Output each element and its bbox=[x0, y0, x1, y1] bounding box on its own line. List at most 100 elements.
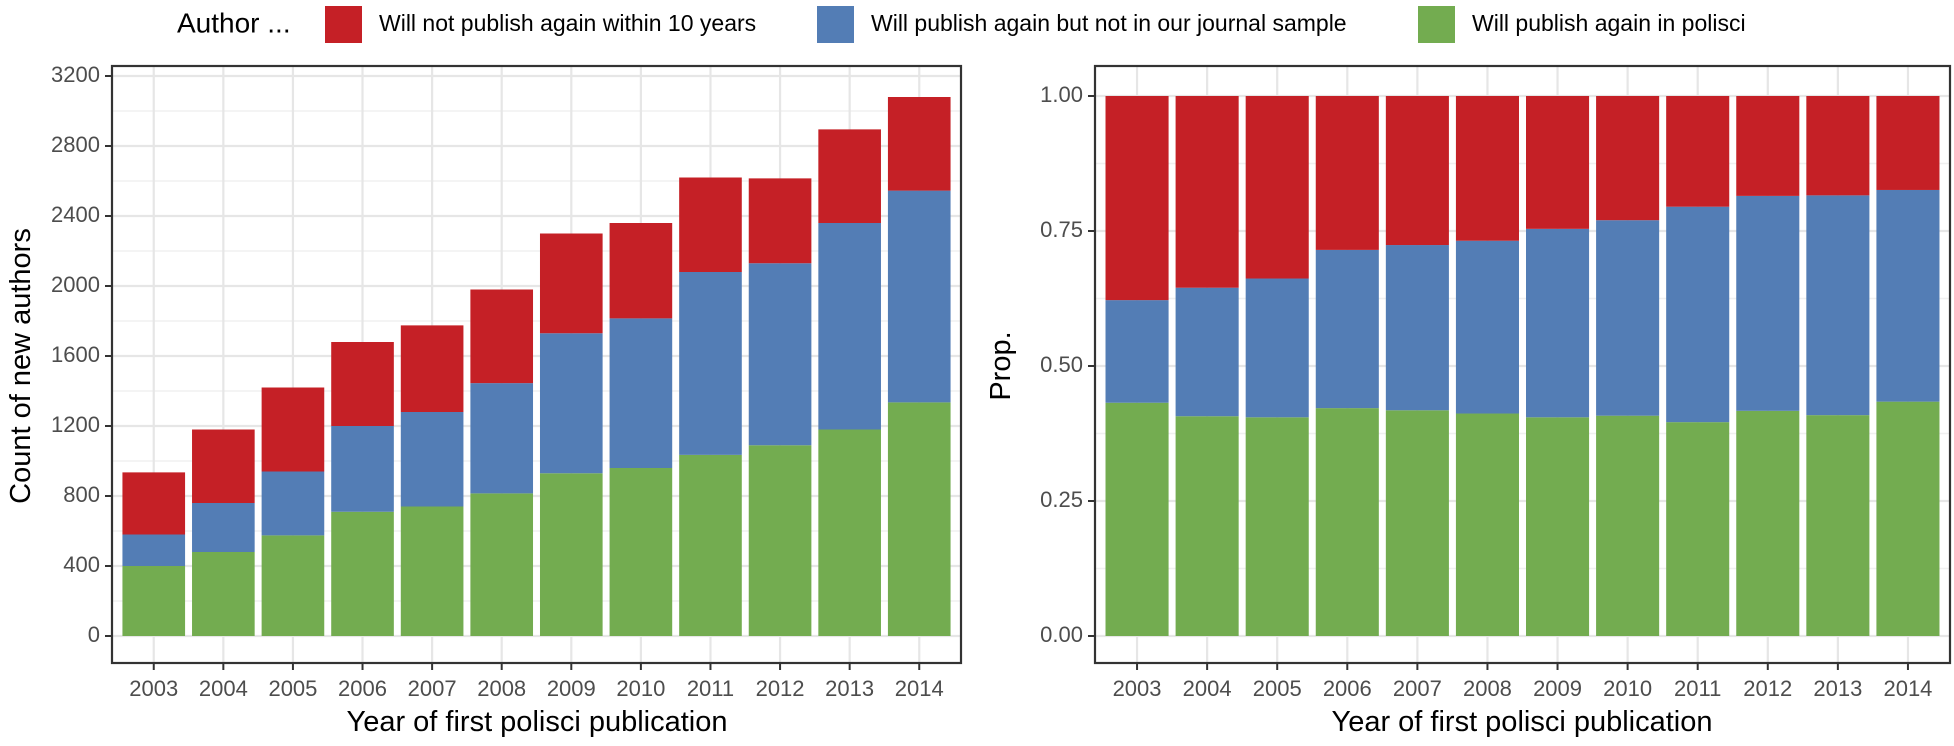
bar-segment-2013-series-0 bbox=[1806, 415, 1870, 636]
y-tick-label: 2000 bbox=[51, 272, 100, 297]
y-axis-title: Prop. bbox=[985, 331, 1017, 400]
bar-segment-2009-series-1 bbox=[539, 333, 603, 474]
bar-segment-2014-series-1 bbox=[887, 190, 951, 403]
legend-title: Author ... bbox=[177, 7, 291, 38]
bar-segment-2006-series-1 bbox=[1315, 249, 1379, 409]
legend-label-publish-polisci: Will publish again in polisci bbox=[1472, 10, 1746, 36]
legend-label-not-publish: Will not publish again within 10 years bbox=[379, 10, 756, 36]
bar-segment-2011-series-1 bbox=[1666, 206, 1730, 423]
x-tick-label: 2013 bbox=[825, 676, 874, 701]
y-tick-label: 2400 bbox=[51, 202, 100, 227]
bar-segment-2012-series-2 bbox=[1736, 96, 1800, 196]
bar-segment-2008-series-1 bbox=[1455, 240, 1519, 414]
bar-segment-2013-series-1 bbox=[818, 223, 881, 430]
x-axis-title: Year of first polisci publication bbox=[347, 706, 728, 738]
bar-segment-2004-series-0 bbox=[1175, 416, 1239, 636]
bar-segment-2010-series-2 bbox=[609, 223, 673, 319]
panel-border bbox=[110, 64, 963, 665]
y-tick-label: 0.00 bbox=[1040, 622, 1083, 647]
bar-segment-2012-series-1 bbox=[748, 263, 812, 446]
bar-segment-2003-series-1 bbox=[122, 534, 186, 566]
x-tick-label: 2008 bbox=[477, 676, 526, 701]
x-tick-label: 2005 bbox=[1253, 676, 1302, 701]
x-tick-label: 2012 bbox=[756, 676, 805, 701]
bar-segment-2004-series-2 bbox=[192, 429, 255, 503]
x-tick-label: 2014 bbox=[895, 676, 944, 701]
x-tick-label: 2008 bbox=[1463, 676, 1512, 701]
bar-segment-2012-series-0 bbox=[1736, 410, 1800, 636]
bar-segment-2007-series-0 bbox=[400, 506, 464, 636]
bar-segment-2005-series-2 bbox=[1245, 96, 1309, 279]
x-tick-label: 2009 bbox=[547, 676, 596, 701]
y-axis-title: Count of new authors bbox=[5, 228, 37, 504]
y-tick-label: 0.25 bbox=[1040, 487, 1083, 512]
x-tick-label: 2011 bbox=[687, 676, 734, 701]
bar-segment-2007-series-1 bbox=[400, 412, 464, 507]
bar-segment-2003-series-2 bbox=[122, 472, 186, 535]
bar-segment-2006-series-2 bbox=[1315, 96, 1379, 250]
bar-segment-2005-series-1 bbox=[261, 471, 325, 536]
legend-label-publish-elsewhere: Will publish again but not in our journa… bbox=[871, 10, 1347, 36]
bar-segment-2008-series-0 bbox=[1455, 413, 1519, 636]
y-tick-label: 400 bbox=[63, 552, 100, 577]
y-tick-label: 1200 bbox=[51, 412, 100, 437]
bar-segment-2012-series-1 bbox=[1736, 195, 1800, 411]
bar-segment-2005-series-2 bbox=[261, 387, 325, 472]
bar-segment-2009-series-0 bbox=[1526, 417, 1590, 636]
bar-segment-2013-series-0 bbox=[818, 429, 881, 636]
legend-swatch-publish-polisci bbox=[1418, 6, 1455, 43]
y-tick-label: 1600 bbox=[51, 342, 100, 367]
bar-segment-2014-series-2 bbox=[1876, 96, 1940, 190]
bar-segment-2007-series-2 bbox=[1385, 96, 1449, 246]
x-tick-label: 2007 bbox=[1393, 676, 1442, 701]
bar-segment-2004-series-1 bbox=[192, 503, 255, 552]
bar-segment-2005-series-1 bbox=[1245, 278, 1309, 418]
x-tick-label: 2009 bbox=[1533, 676, 1582, 701]
bar-segment-2014-series-2 bbox=[887, 97, 951, 191]
x-tick-label: 2006 bbox=[1323, 676, 1372, 701]
bar-segment-2009-series-0 bbox=[539, 473, 603, 636]
bar-segment-2010-series-1 bbox=[609, 318, 673, 468]
legend: Author ... Will not publish again within… bbox=[177, 6, 1746, 43]
bar-segment-2009-series-2 bbox=[539, 233, 603, 334]
bar-segment-2006-series-2 bbox=[331, 342, 394, 426]
x-tick-label: 2013 bbox=[1813, 676, 1862, 701]
bar-segment-2011-series-0 bbox=[1666, 422, 1730, 636]
bar-segment-2008-series-1 bbox=[470, 383, 534, 494]
bar-segment-2012-series-2 bbox=[748, 178, 812, 264]
bar-segment-2012-series-0 bbox=[748, 445, 812, 636]
bar-segment-2008-series-0 bbox=[470, 493, 534, 636]
x-tick-label: 2010 bbox=[1603, 676, 1652, 701]
x-tick-label: 2005 bbox=[268, 676, 317, 701]
bar-segment-2007-series-2 bbox=[400, 325, 464, 412]
bar-segment-2006-series-0 bbox=[1315, 408, 1379, 636]
legend-swatch-not-publish bbox=[325, 6, 362, 43]
x-tick-label: 2003 bbox=[1113, 676, 1162, 701]
bar-segment-2009-series-2 bbox=[1526, 96, 1590, 229]
bar-segment-2009-series-1 bbox=[1526, 228, 1590, 418]
bar-segment-2007-series-0 bbox=[1385, 410, 1449, 636]
bar-segment-2014-series-0 bbox=[1876, 401, 1940, 636]
bar-segment-2004-series-2 bbox=[1175, 96, 1239, 288]
bar-segment-2011-series-0 bbox=[679, 454, 742, 636]
y-tick-label: 0.75 bbox=[1040, 217, 1083, 242]
bar-segment-2010-series-1 bbox=[1596, 220, 1660, 416]
bar-segment-2004-series-0 bbox=[192, 552, 255, 636]
bar-segment-2010-series-0 bbox=[1596, 415, 1660, 636]
y-tick-label: 3200 bbox=[51, 62, 100, 87]
x-tick-label: 2003 bbox=[129, 676, 178, 701]
bar-segment-2005-series-0 bbox=[1245, 417, 1309, 636]
bar-segment-2006-series-0 bbox=[331, 511, 394, 636]
x-tick-label: 2010 bbox=[616, 676, 665, 701]
legend-swatch-publish-elsewhere bbox=[817, 6, 854, 43]
proportion-panel: 0.00 0.25 0.50 0.75 1.00 2003 2004 2005 2006 2007… bbox=[985, 64, 1952, 738]
bar-segment-2005-series-0 bbox=[261, 535, 325, 636]
bar-segment-2011-series-2 bbox=[679, 177, 742, 272]
count-panel: 0 400 800 1200 1600 2000 2400 2800 3200 2003 2004 2… bbox=[5, 62, 963, 738]
x-tick-label: 2014 bbox=[1883, 676, 1932, 701]
y-tick-label: 0 bbox=[88, 622, 100, 647]
x-axis-title: Year of first polisci publication bbox=[1332, 706, 1713, 738]
bar-segment-2003-series-0 bbox=[1105, 402, 1169, 636]
y-tick-label: 1.00 bbox=[1040, 82, 1083, 107]
